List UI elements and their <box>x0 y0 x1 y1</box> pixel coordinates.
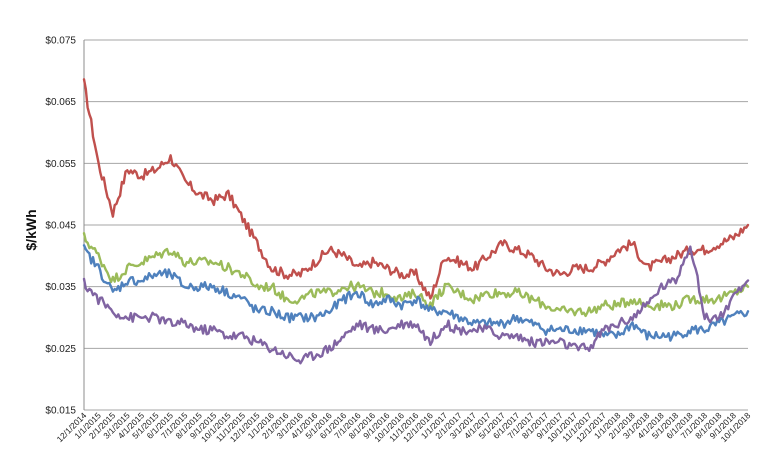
series-line <box>82 78 750 300</box>
series-lines <box>82 78 750 365</box>
y-tick-label: $0.075 <box>45 36 76 47</box>
y-tick-label: $0.055 <box>45 159 76 170</box>
y-axis-title: $/kWh <box>23 209 39 250</box>
y-tick-label: $0.045 <box>45 221 76 232</box>
y-tick-label: $0.065 <box>45 97 76 108</box>
series-line <box>82 245 750 365</box>
gridlines <box>84 39 748 411</box>
y-tick-labels: $0.015 $0.025 $0.035 $0.045 $0.055 $0.065 $0.0… <box>45 36 76 417</box>
x-tick-labels: 12/1/20141/1/20152/1/20153/1/20154/1/201… <box>55 410 753 444</box>
series-line <box>82 232 750 318</box>
series-line <box>82 244 750 342</box>
y-tick-label: $0.015 <box>45 406 76 417</box>
y-tick-label: $0.035 <box>45 282 76 293</box>
y-tick-label: $0.025 <box>45 344 76 355</box>
